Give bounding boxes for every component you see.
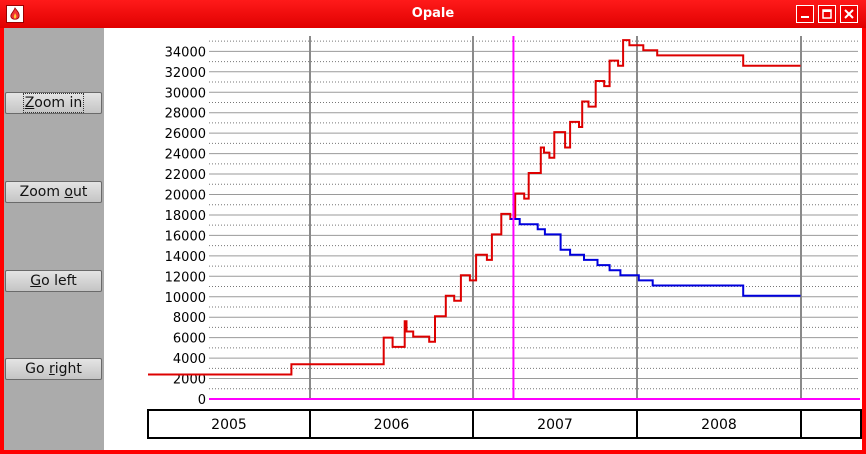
maximize-icon: [822, 9, 832, 19]
plot-area: [209, 34, 858, 400]
minimize-button[interactable]: [796, 5, 814, 23]
app-icon[interactable]: [6, 5, 24, 23]
y-tick-label: 32000: [165, 66, 206, 81]
y-tick-label: 34000: [165, 45, 206, 60]
y-tick-label: 14000: [165, 250, 206, 265]
x-year-label: 2006: [374, 417, 410, 433]
minimize-icon: [801, 16, 809, 18]
control-panel: Zoom in Zoom out Go left Go right: [4, 28, 104, 450]
x-year-label: 2008: [701, 417, 737, 433]
go-right-button[interactable]: Go right: [5, 358, 102, 380]
zoom-out-button[interactable]: Zoom out: [5, 181, 102, 203]
y-tick-label: 18000: [165, 209, 206, 224]
x-year-label: 2007: [537, 417, 573, 433]
close-button[interactable]: [840, 5, 858, 23]
main-content: Zoom in Zoom out Go left Go right 0 2000 4…: [4, 28, 862, 450]
y-tick-label: 20000: [165, 189, 206, 204]
go-left-button[interactable]: Go left: [5, 270, 102, 292]
series-line-2: [510, 218, 801, 297]
maximize-button[interactable]: [818, 5, 836, 23]
y-tick-label: 28000: [165, 107, 206, 122]
close-icon: [844, 9, 854, 19]
y-tick-label: 22000: [165, 168, 206, 183]
y-tick-label: 16000: [165, 229, 206, 244]
y-tick-label: 2000: [173, 373, 206, 388]
go-right-label-pre: Go: [25, 361, 49, 377]
window-title: Opale: [411, 6, 455, 21]
y-tick-label: 6000: [173, 332, 206, 347]
series-line-1: [148, 39, 801, 376]
zoom-in-label-post: oom in: [34, 95, 83, 111]
y-tick-label: 24000: [165, 148, 206, 163]
zoom-in-mnemonic: Z: [24, 95, 35, 111]
title-bar[interactable]: Opale: [0, 0, 866, 28]
zoom-out-label-pre: Zoom: [19, 184, 65, 200]
zoom-out-mnemonic: o: [64, 184, 73, 200]
zoom-in-button[interactable]: Zoom in: [5, 92, 102, 114]
go-left-mnemonic: G: [30, 273, 42, 289]
go-right-label-post: ight: [54, 361, 82, 377]
go-left-label-post: o left: [41, 273, 77, 289]
y-tick-label: 12000: [165, 270, 206, 285]
y-tick-label: 10000: [165, 291, 206, 306]
year-axis-strip: [147, 409, 862, 439]
timeline-chart[interactable]: 0 2000 4000 6000 8000 10000 12000 14000 16000 180…: [104, 28, 862, 450]
y-tick-label: 30000: [165, 86, 206, 101]
y-tick-label: 8000: [173, 311, 206, 326]
y-tick-label: 4000: [173, 352, 206, 367]
x-year-label: 2005: [211, 417, 247, 433]
zoom-out-label-post: ut: [73, 184, 88, 200]
y-tick-label: 26000: [165, 127, 206, 142]
y-tick-label: 0: [198, 393, 206, 408]
go-right-mnemonic: r: [48, 361, 55, 377]
